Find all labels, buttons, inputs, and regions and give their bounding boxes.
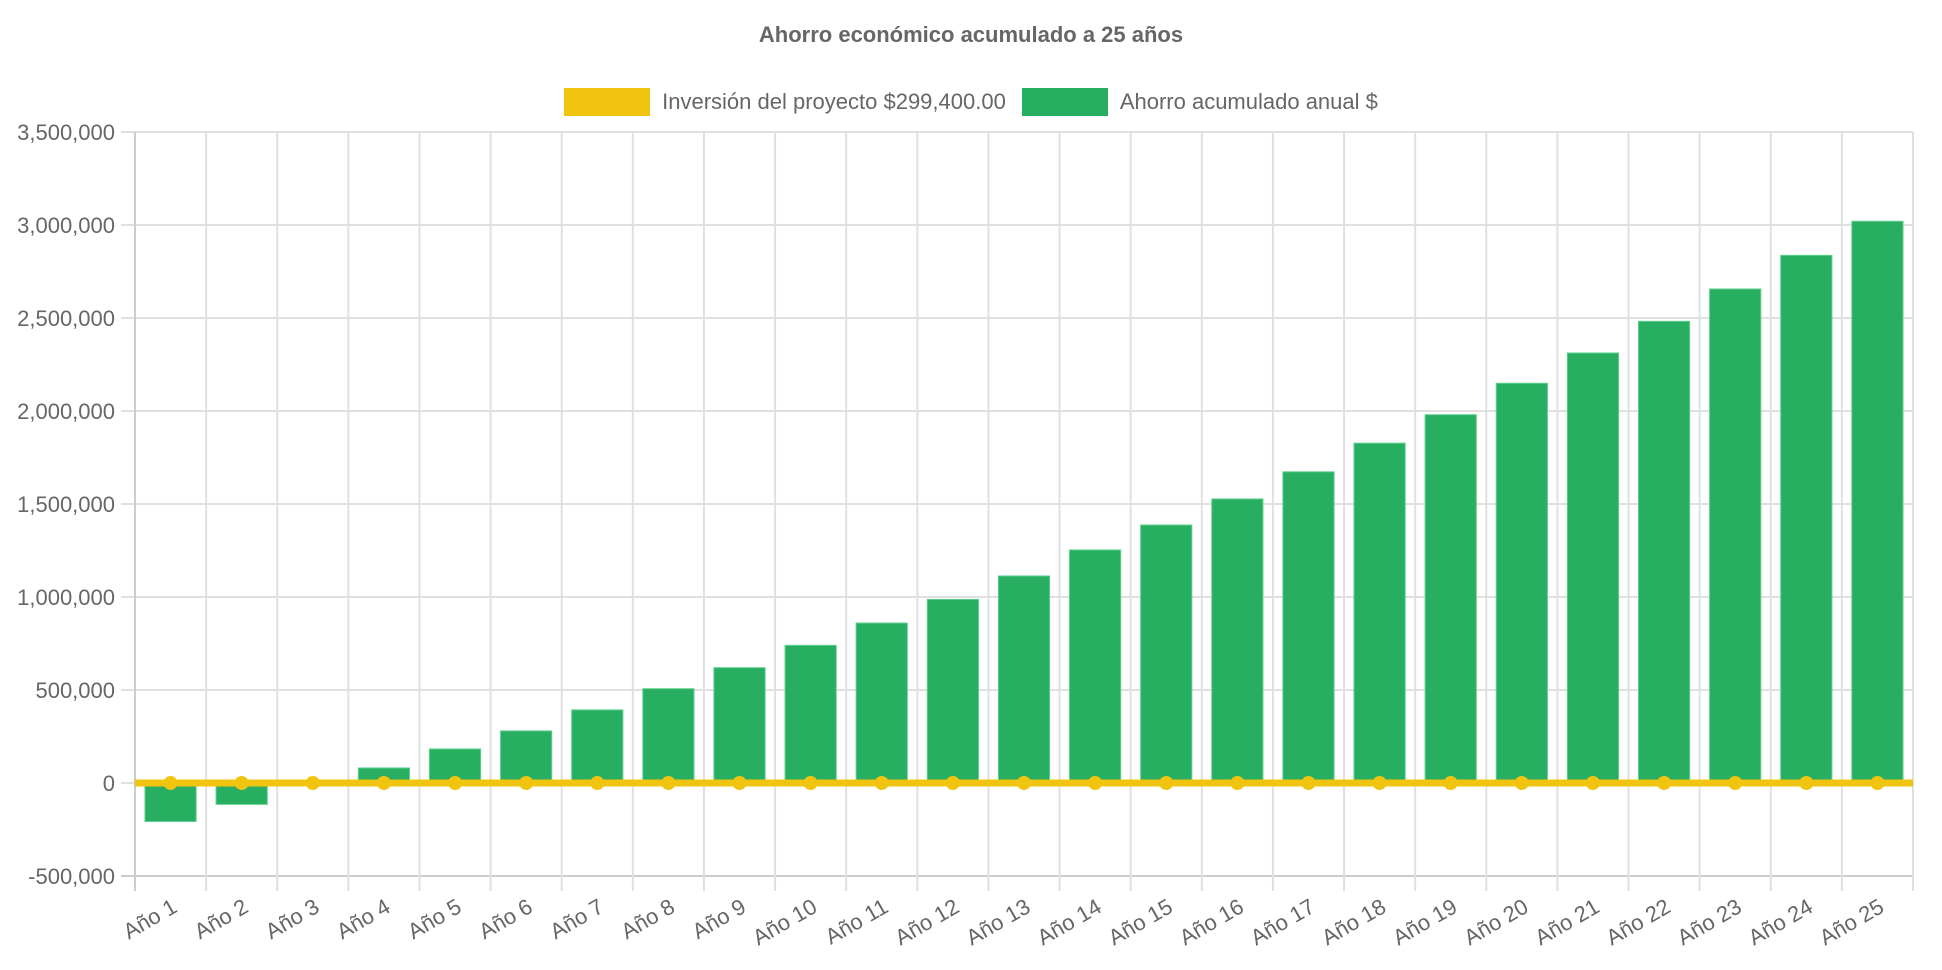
x-tick-label: Año 19 <box>1388 894 1461 951</box>
investment-point-3 <box>305 776 320 790</box>
investment-point-8 <box>661 776 676 790</box>
bar-año-9 <box>713 667 766 784</box>
bar-año-22 <box>1637 320 1691 784</box>
investment-point-19 <box>1443 776 1458 790</box>
investment-point-10 <box>803 776 818 790</box>
y-tick-label: 0 <box>103 771 115 796</box>
x-tick-label: Año 5 <box>403 894 465 944</box>
bar-año-8 <box>642 688 695 784</box>
bar-año-17 <box>1282 471 1335 784</box>
investment-point-2 <box>234 776 249 790</box>
investment-point-1 <box>163 776 178 790</box>
investment-point-22 <box>1657 776 1672 790</box>
y-tick-label: 2,000,000 <box>17 399 115 424</box>
bar-año-6 <box>500 730 553 784</box>
x-tick-label: Año 23 <box>1673 894 1746 951</box>
bar-año-19 <box>1424 414 1477 784</box>
y-tick-label: 1,000,000 <box>17 585 115 610</box>
y-tick-label: 1,500,000 <box>17 492 115 517</box>
bar-año-15 <box>1140 524 1193 784</box>
legend-swatch-ahorro <box>1021 88 1108 116</box>
x-tick-label: Año 4 <box>332 894 394 944</box>
x-tick-label: Año 8 <box>617 894 679 944</box>
x-tick-label: Año 11 <box>821 894 892 950</box>
legend-label-ahorro: Ahorro acumulado anual $ <box>1119 89 1378 114</box>
x-tick-label: Año 16 <box>1175 894 1248 951</box>
x-tick-label: Año 25 <box>1815 894 1888 951</box>
investment-point-16 <box>1230 776 1245 790</box>
investment-point-25 <box>1870 776 1885 790</box>
investment-point-12 <box>945 776 960 790</box>
y-tick-label: 2,500,000 <box>17 306 115 331</box>
investment-point-14 <box>1088 776 1103 790</box>
x-tick-label: Año 13 <box>962 894 1035 951</box>
investment-point-11 <box>874 776 889 790</box>
x-tick-label: Año 18 <box>1317 894 1390 951</box>
investment-point-17 <box>1301 776 1316 790</box>
x-tick-label: Año 6 <box>474 894 536 944</box>
investment-point-15 <box>1159 776 1174 790</box>
y-tick-label: 500,000 <box>35 678 115 703</box>
bar-año-13 <box>997 575 1051 784</box>
bar-año-16 <box>1211 498 1264 784</box>
investment-point-13 <box>1017 776 1031 790</box>
investment-point-18 <box>1372 776 1387 790</box>
bar-año-10 <box>784 644 837 784</box>
x-tick-label: Año 3 <box>261 894 323 944</box>
y-tick-label: 3,000,000 <box>17 213 115 238</box>
chart-title: Ahorro económico acumulado a 25 años <box>758 22 1184 47</box>
x-tick-label: Año 21 <box>1531 894 1604 951</box>
bar-año-14 <box>1069 549 1122 784</box>
bar-año-12 <box>926 598 979 784</box>
investment-point-20 <box>1514 776 1529 790</box>
bar-año-11 <box>855 622 908 784</box>
y-tick-label: 3,500,000 <box>17 120 115 145</box>
x-tick-label: Año 20 <box>1459 894 1532 951</box>
bar-año-7 <box>571 709 624 784</box>
x-tick-label: Año 14 <box>1033 894 1106 951</box>
investment-point-6 <box>519 776 534 790</box>
bar-año-24 <box>1780 254 1833 784</box>
bar-año-20 <box>1495 382 1548 784</box>
investment-point-9 <box>732 776 747 790</box>
bar-año-23 <box>1709 288 1762 784</box>
x-tick-label: Año 12 <box>890 894 963 951</box>
investment-point-4 <box>376 776 391 790</box>
legend-label-inversion: Inversión del proyecto $299,400.00 <box>662 89 1006 114</box>
x-tick-label: Año 1 <box>119 894 181 944</box>
investment-point-7 <box>590 776 605 790</box>
x-tick-label: Año 24 <box>1744 894 1817 951</box>
x-tick-label: Año 9 <box>688 894 750 944</box>
bar-año-18 <box>1353 442 1406 784</box>
legend-item-inversion[interactable]: Inversión del proyecto $299,400.00 <box>564 88 1006 116</box>
legend: Inversión del proyecto $299,400.00 Ahorr… <box>0 88 1942 116</box>
y-tick-label: -500,000 <box>28 864 115 889</box>
investment-point-23 <box>1728 776 1743 790</box>
x-tick-label: Año 2 <box>190 894 252 944</box>
x-tick-label: Año 22 <box>1602 894 1675 951</box>
investment-point-21 <box>1585 776 1600 790</box>
x-tick-label: Año 17 <box>1246 894 1319 951</box>
legend-item-ahorro[interactable]: Ahorro acumulado anual $ <box>1021 88 1378 116</box>
legend-swatch-inversion <box>564 88 651 116</box>
investment-point-24 <box>1799 776 1814 790</box>
x-tick-label: Año 10 <box>748 894 821 951</box>
x-tick-label: Año 7 <box>545 894 607 944</box>
bar-año-25 <box>1851 220 1904 784</box>
investment-point-5 <box>448 776 463 790</box>
x-tick-label: Año 15 <box>1104 894 1177 951</box>
bar-año-21 <box>1566 352 1620 784</box>
